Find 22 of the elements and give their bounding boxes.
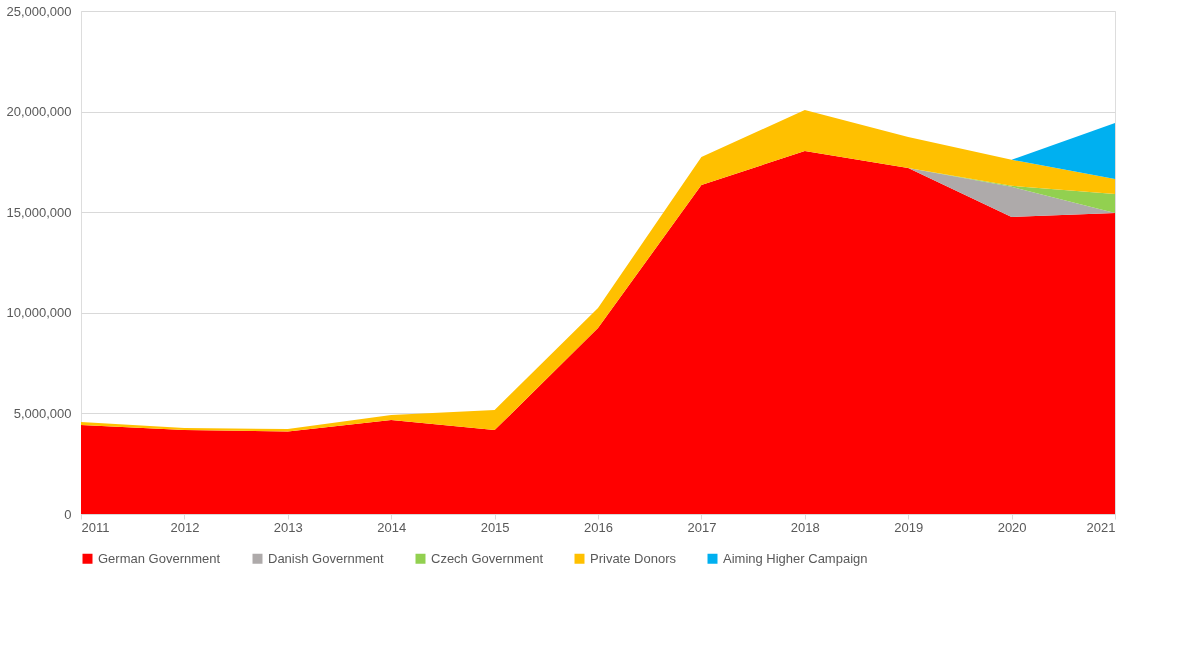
y-tick-label: 20,000,000 (6, 104, 72, 120)
x-tick-label: 2017 (687, 519, 717, 535)
legend-label: Danish Government (268, 550, 384, 566)
legend-label: Private Donors (590, 550, 677, 566)
legend-label: Czech Government (431, 550, 544, 566)
x-tick-label: 2021 (1086, 519, 1116, 535)
x-tick-label: 2011 (81, 519, 110, 535)
x-tick-label: 2015 (480, 519, 510, 535)
x-tick-label: 2012 (170, 519, 200, 535)
x-tick-label: 2020 (997, 519, 1027, 535)
y-tick-label: 10,000,000 (6, 305, 72, 321)
x-tick-label: 2014 (377, 519, 407, 535)
legend-label: Aiming Higher Campaign (723, 550, 868, 566)
y-tick-label: 15,000,000 (6, 204, 72, 220)
x-tick-label: 2019 (894, 519, 924, 535)
y-tick-label: 5,000,000 (13, 405, 72, 421)
legend-label: German Government (98, 550, 221, 566)
y-tick-label: 0 (64, 506, 72, 522)
y-tick-label: 25,000,000 (6, 3, 72, 19)
x-tick-label: 2016 (584, 519, 613, 535)
x-tick-label: 2018 (790, 519, 820, 535)
x-tick-label: 2013 (273, 519, 303, 535)
